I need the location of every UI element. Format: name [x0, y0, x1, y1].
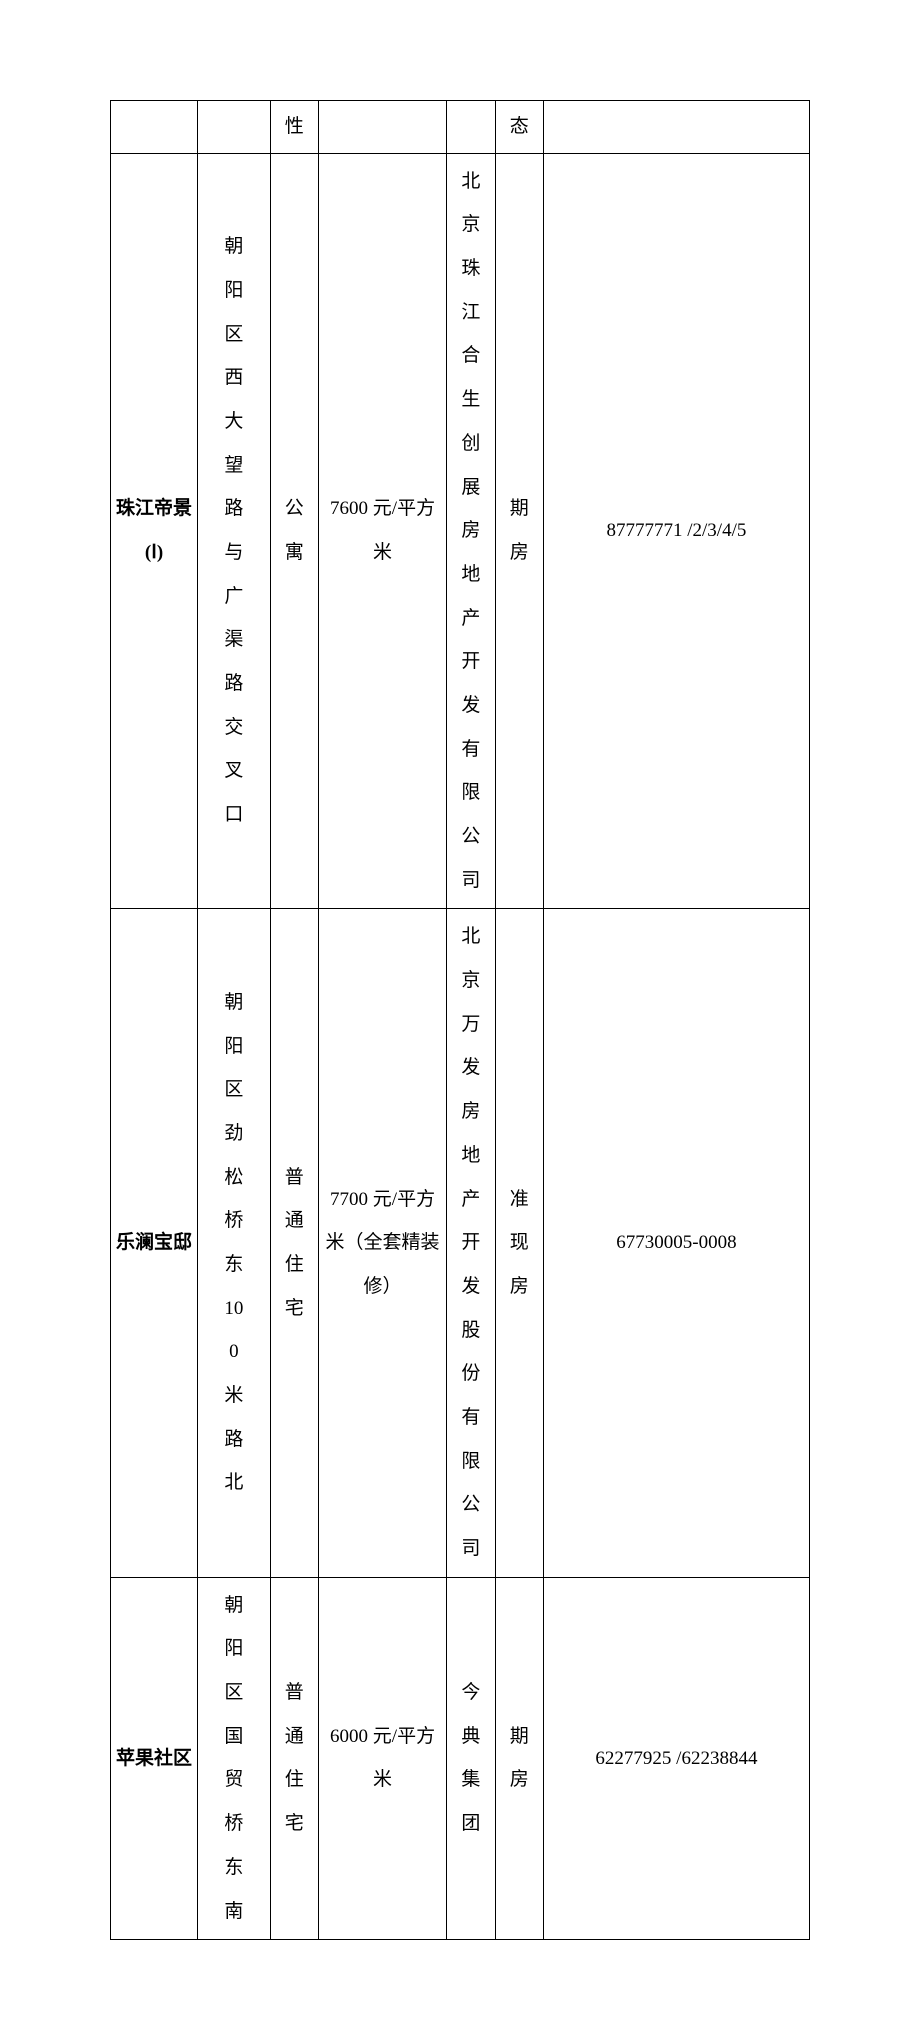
property-type: 普通住宅	[270, 1577, 318, 1940]
property-developer: 今典集团	[447, 1577, 495, 1940]
header-type: 性	[270, 101, 318, 154]
header-phone	[543, 101, 809, 154]
property-listing-table: 性 态 珠江帝景(Ⅰ) 朝阳区西大望路与广渠路交叉口 公寓 7600 元/平方米…	[110, 100, 810, 1940]
header-status: 态	[495, 101, 543, 154]
table-row: 乐澜宝邸 朝阳区劲松桥东 100 米路北 普通住宅 7700 元/平方米（全套精…	[111, 909, 810, 1577]
property-location: 朝阳区国贸桥东南	[198, 1577, 271, 1940]
header-name	[111, 101, 198, 154]
property-price: 7600 元/平方米	[318, 153, 446, 909]
property-developer: 北京万发房地产开发股份有限公司	[447, 909, 495, 1577]
table-row: 苹果社区 朝阳区国贸桥东南 普通住宅 6000 元/平方米 今典集团 期房 62…	[111, 1577, 810, 1940]
property-phone: 87777771 /2/3/4/5	[543, 153, 809, 909]
property-name: 珠江帝景(Ⅰ)	[111, 153, 198, 909]
property-name: 乐澜宝邸	[111, 909, 198, 1577]
header-developer	[447, 101, 495, 154]
property-price: 6000 元/平方米	[318, 1577, 446, 1940]
property-location: 朝阳区西大望路与广渠路交叉口	[198, 153, 271, 909]
header-price	[318, 101, 446, 154]
table-header-row: 性 态	[111, 101, 810, 154]
property-location: 朝阳区劲松桥东 100 米路北	[198, 909, 271, 1577]
property-type: 普通住宅	[270, 909, 318, 1577]
property-name: 苹果社区	[111, 1577, 198, 1940]
property-type: 公寓	[270, 153, 318, 909]
property-status: 期房	[495, 153, 543, 909]
table-row: 珠江帝景(Ⅰ) 朝阳区西大望路与广渠路交叉口 公寓 7600 元/平方米 北京珠…	[111, 153, 810, 909]
property-price: 7700 元/平方米（全套精装修）	[318, 909, 446, 1577]
property-phone: 67730005-0008	[543, 909, 809, 1577]
property-status: 期房	[495, 1577, 543, 1940]
property-phone: 62277925 /62238844	[543, 1577, 809, 1940]
header-location	[198, 101, 271, 154]
property-status: 准现房	[495, 909, 543, 1577]
property-developer: 北京珠江合生创展房地产开发有限公司	[447, 153, 495, 909]
